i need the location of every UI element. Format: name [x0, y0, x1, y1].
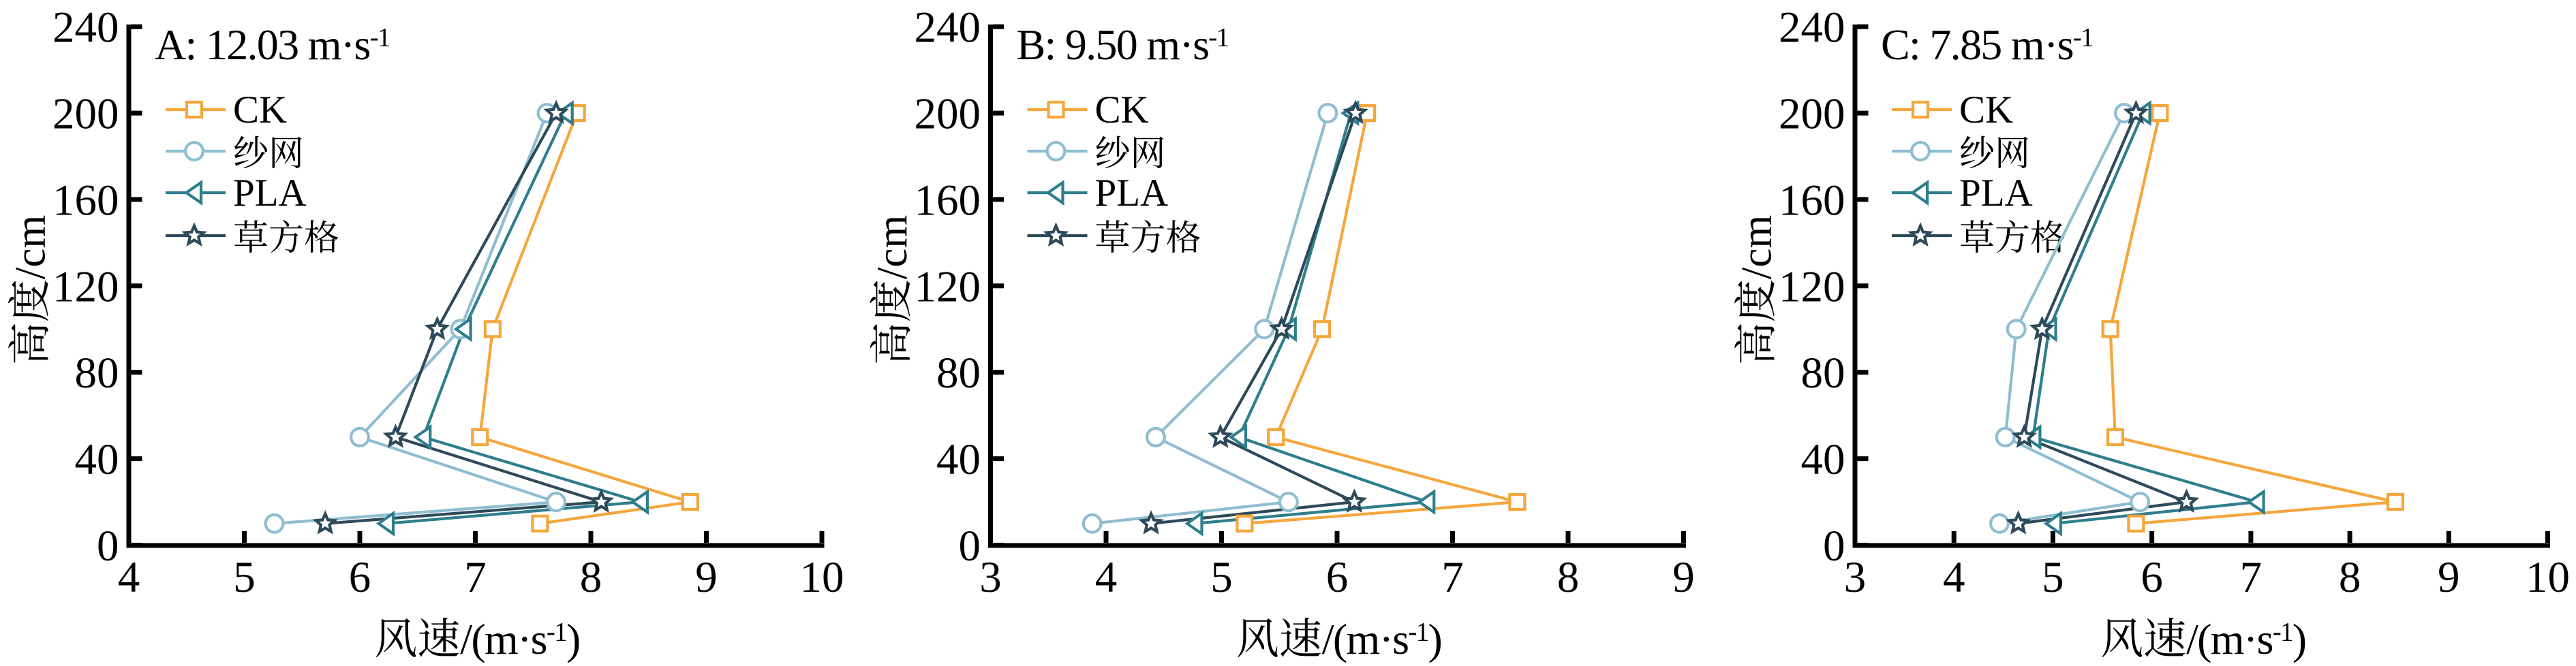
- svg-text:200: 200: [1779, 90, 1845, 139]
- svg-text:120: 120: [52, 262, 119, 311]
- svg-text:6: 6: [349, 553, 371, 602]
- svg-text:80: 80: [75, 349, 119, 398]
- svg-text:CK: CK: [1095, 89, 1149, 131]
- svg-text:240: 240: [52, 3, 119, 52]
- svg-text:240: 240: [915, 3, 981, 52]
- svg-text:8: 8: [580, 553, 602, 602]
- svg-text:4: 4: [1943, 553, 1965, 602]
- svg-text:40: 40: [936, 435, 981, 484]
- svg-text:5: 5: [2042, 553, 2064, 602]
- svg-text:160: 160: [1779, 176, 1845, 225]
- svg-text:0: 0: [959, 522, 981, 571]
- svg-text:8: 8: [1557, 553, 1580, 602]
- svg-text:6: 6: [1326, 553, 1349, 602]
- svg-text:PLA: PLA: [1959, 172, 2033, 215]
- svg-text:5: 5: [1210, 553, 1233, 602]
- svg-text:160: 160: [52, 176, 119, 225]
- svg-text:CK: CK: [1959, 89, 2013, 131]
- svg-text:B: 9.50 m·s-1: B: 9.50 m·s-1: [1017, 20, 1229, 69]
- svg-text:9: 9: [695, 553, 718, 602]
- svg-text:10: 10: [2526, 553, 2570, 602]
- svg-text:CK: CK: [233, 89, 287, 131]
- svg-text:/cm: /cm: [1733, 215, 1781, 279]
- svg-text:240: 240: [1779, 3, 1845, 52]
- svg-text:10: 10: [800, 553, 844, 602]
- svg-text:200: 200: [52, 90, 119, 139]
- svg-text:9: 9: [1672, 553, 1695, 602]
- svg-text:80: 80: [1801, 349, 1845, 398]
- svg-text:120: 120: [915, 262, 981, 311]
- svg-text:PLA: PLA: [233, 172, 307, 215]
- svg-text:200: 200: [915, 90, 981, 139]
- svg-text:40: 40: [75, 435, 119, 484]
- svg-text:9: 9: [2438, 553, 2460, 602]
- svg-text:160: 160: [915, 176, 981, 225]
- svg-text:0: 0: [1823, 522, 1845, 571]
- svg-text:8: 8: [2339, 553, 2361, 602]
- svg-text:5: 5: [233, 553, 256, 602]
- svg-text:80: 80: [936, 349, 981, 398]
- svg-text:/cm: /cm: [868, 215, 916, 279]
- svg-text:7: 7: [1441, 553, 1464, 602]
- svg-text:4: 4: [1095, 553, 1118, 602]
- svg-text:7: 7: [464, 553, 487, 602]
- svg-text:120: 120: [1779, 262, 1845, 311]
- svg-text:6: 6: [2141, 553, 2163, 602]
- svg-text:/cm: /cm: [7, 215, 55, 279]
- svg-text:7: 7: [2240, 553, 2263, 602]
- svg-text:PLA: PLA: [1095, 172, 1169, 215]
- svg-text:3: 3: [1844, 553, 1867, 602]
- svg-text:0: 0: [97, 522, 119, 571]
- svg-text:C: 7.85 m·s-1: C: 7.85 m·s-1: [1881, 20, 2093, 69]
- svg-text:A: 12.03 m·s-1: A: 12.03 m·s-1: [155, 20, 390, 69]
- svg-text:40: 40: [1801, 435, 1845, 484]
- svg-text:/(m·s-1): /(m·s-1): [2186, 615, 2305, 663]
- svg-text:4: 4: [118, 553, 140, 602]
- svg-text:3: 3: [979, 553, 1002, 602]
